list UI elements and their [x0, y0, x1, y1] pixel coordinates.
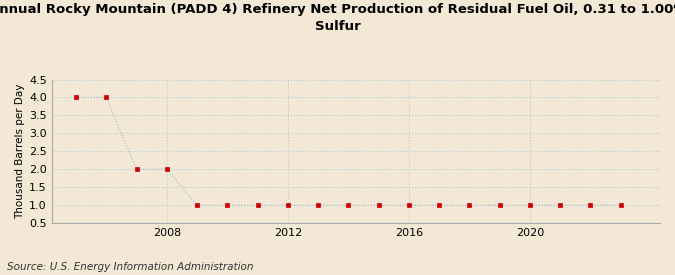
Text: Source: U.S. Energy Information Administration: Source: U.S. Energy Information Administ… — [7, 262, 253, 272]
Text: Annual Rocky Mountain (PADD 4) Refinery Net Production of Residual Fuel Oil, 0.3: Annual Rocky Mountain (PADD 4) Refinery … — [0, 3, 675, 33]
Y-axis label: Thousand Barrels per Day: Thousand Barrels per Day — [15, 84, 25, 219]
